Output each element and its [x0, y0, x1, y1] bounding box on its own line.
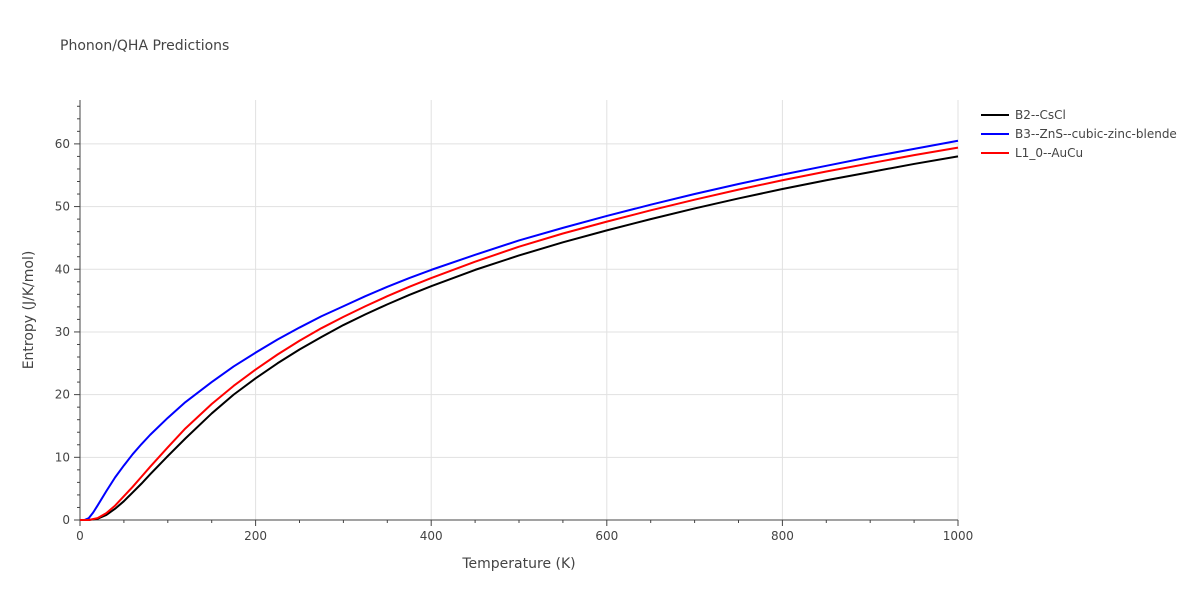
- x-axis-title: Temperature (K): [461, 556, 575, 572]
- y-tick-label-1: 10: [55, 450, 70, 464]
- chart-title: Phonon/QHA Predictions: [60, 38, 229, 54]
- legend-item-1[interactable]: B3--ZnS--cubic-zinc-blende: [981, 127, 1177, 141]
- legend-label-0: B2--CsCl: [1015, 108, 1066, 122]
- series-layer: [80, 139, 959, 521]
- x-tick-label-3: 600: [595, 529, 618, 543]
- legend-item-2[interactable]: L1_0--AuCu: [981, 146, 1083, 160]
- y-tick-label-5: 50: [55, 200, 70, 214]
- legend-item-0[interactable]: B2--CsCl: [981, 108, 1066, 122]
- x-tick-label-1: 200: [244, 529, 267, 543]
- y-tick-label-6: 60: [55, 137, 70, 151]
- series-line-2: [80, 146, 959, 521]
- y-axis-title: Entropy (J/K/mol): [21, 251, 37, 370]
- x-tick-label-0: 0: [76, 529, 84, 543]
- legend[interactable]: B2--CsCl B3--ZnS--cubic-zinc-blende L1_0--…: [981, 108, 1177, 160]
- axes-layer: 0 200 400 600 800 1000 0 10 20 30 40 50 60: [55, 100, 974, 543]
- legend-label-2: L1_0--AuCu: [1015, 146, 1083, 160]
- y-tick-label-4: 40: [55, 262, 70, 276]
- x-tick-label-5: 1000: [943, 529, 974, 543]
- x-tick-label-2: 400: [420, 529, 443, 543]
- y-tick-label-0: 0: [62, 513, 70, 527]
- legend-label-1: B3--ZnS--cubic-zinc-blende: [1015, 127, 1177, 141]
- y-tick-label-2: 20: [55, 388, 70, 402]
- x-tick-label-4: 800: [771, 529, 794, 543]
- series-line-1: [80, 139, 959, 521]
- grid-layer: [80, 100, 959, 520]
- y-tick-label-3: 30: [55, 325, 70, 339]
- series-line-0: [80, 155, 959, 521]
